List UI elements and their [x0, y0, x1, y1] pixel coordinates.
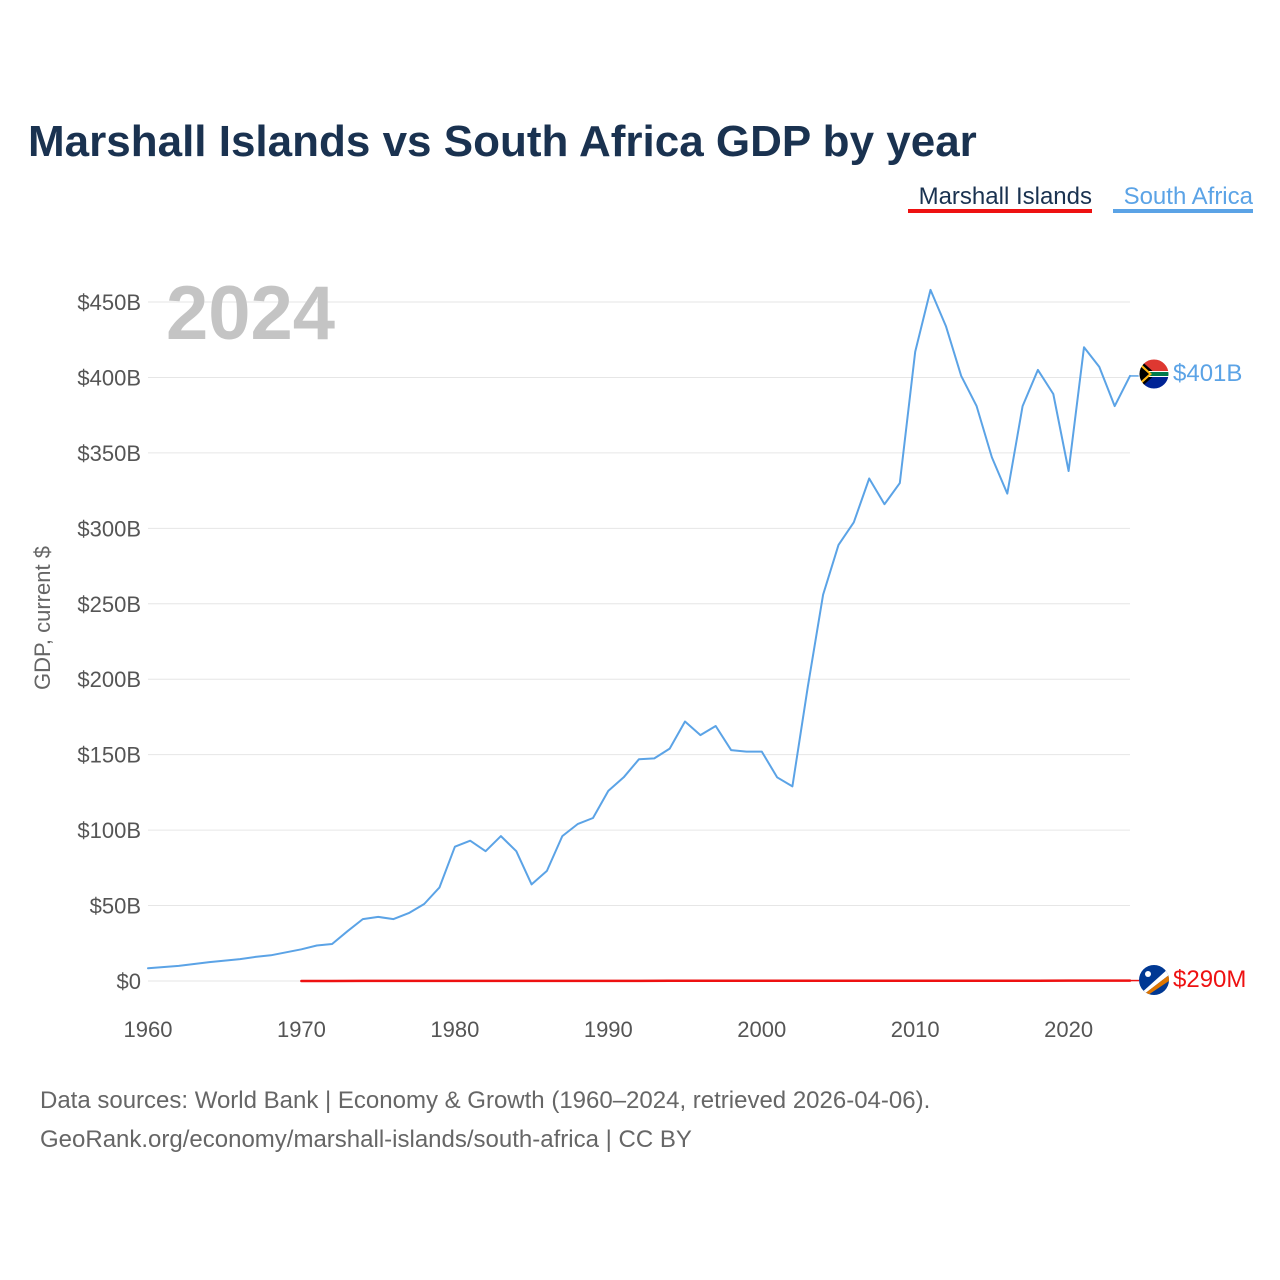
y-tick-label: $200B [77, 667, 141, 692]
marshall-islands-end-label: $290M [1173, 966, 1246, 993]
south-africa-end-label: $401B [1173, 360, 1242, 387]
source-line-1: Data sources: World Bank | Economy & Gro… [40, 1087, 930, 1114]
y-tick-label: $0 [117, 969, 141, 994]
x-tick-label: 2020 [1044, 1017, 1093, 1042]
legend-south-africa-swatch [1113, 209, 1253, 213]
x-tick-label: 2000 [737, 1017, 786, 1042]
south-africa-flag-icon [1138, 358, 1170, 390]
series-lines [147, 288, 1139, 983]
source-line-2[interactable]: GeoRank.org/economy/marshall-islands/sou… [40, 1126, 692, 1153]
y-tick-label: $400B [77, 365, 141, 390]
legend-south-africa[interactable]: South Africa [1124, 183, 1254, 210]
legend-marshall-islands-swatch [908, 209, 1092, 213]
marshall-islands-flag-icon [1139, 965, 1169, 995]
x-tick-label: 1990 [584, 1017, 633, 1042]
y-tick-label: $300B [77, 516, 141, 541]
series-line-south-africa[interactable] [147, 288, 1131, 970]
x-axis-ticks: 1960 1970 1980 1990 2000 2010 2020 [124, 1017, 1094, 1042]
x-tick-label: 1980 [430, 1017, 479, 1042]
chart-title: Marshall Islands vs South Africa GDP by … [28, 117, 977, 166]
y-axis-ticks: $0 $50B $100B $150B $200B $250B $300B $350B $400… [77, 290, 141, 994]
y-tick-label: $50B [90, 894, 141, 919]
year-watermark: 2024 [166, 271, 335, 356]
legend: Marshall Islands South Africa [908, 183, 1254, 213]
x-tick-label: 1960 [124, 1017, 173, 1042]
y-tick-label: $350B [77, 441, 141, 466]
x-tick-label: 1970 [277, 1017, 326, 1042]
y-tick-label: $100B [77, 818, 141, 843]
y-tick-label: $450B [77, 290, 141, 315]
legend-marshall-islands[interactable]: Marshall Islands [919, 183, 1092, 210]
x-tick-label: 2010 [891, 1017, 940, 1042]
grid-lines [148, 301, 1130, 982]
y-axis-label: GDP, current $ [30, 546, 55, 690]
y-tick-label: $150B [77, 743, 141, 768]
y-tick-label: $250B [77, 592, 141, 617]
